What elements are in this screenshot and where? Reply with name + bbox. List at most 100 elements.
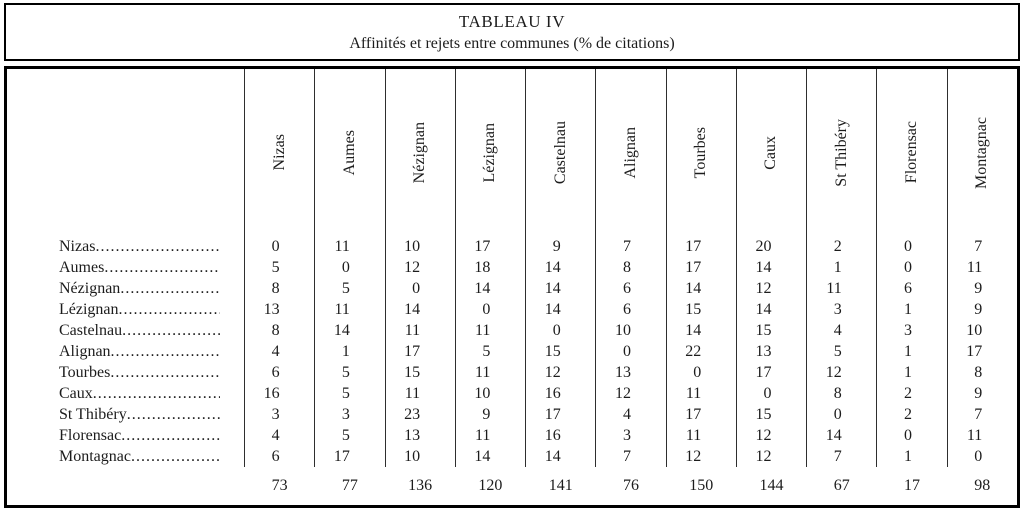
cell-value: 8 <box>622 259 631 276</box>
cell-value: 13 <box>755 343 772 360</box>
value-cell: 0 <box>384 278 455 299</box>
cell-value: 3 <box>904 322 913 339</box>
value-cell: 17 <box>665 257 736 278</box>
cell-value: 20 <box>755 238 772 255</box>
value-cell: 11 <box>454 425 525 446</box>
cell-value: 9 <box>974 385 983 402</box>
value-cell: 1 <box>876 299 946 320</box>
table-body: Nizas...................................… <box>7 236 1017 467</box>
column-total: 73 <box>271 477 288 494</box>
column-header-cell: Nizas <box>244 69 314 236</box>
value-cell: 12 <box>525 362 595 383</box>
value-cell: 5 <box>314 383 384 404</box>
row-label: Lézignan <box>59 301 119 318</box>
value-cell: 0 <box>876 425 946 446</box>
value-cell: 6 <box>595 278 665 299</box>
column-header-label: Castelnau <box>551 120 569 185</box>
cell-value: 17 <box>474 238 491 255</box>
value-cell: 0 <box>454 299 525 320</box>
cell-value: 11 <box>475 322 491 339</box>
cell-value: 16 <box>544 427 561 444</box>
value-cell: 14 <box>665 320 736 341</box>
cell-value: 11 <box>685 385 702 402</box>
cell-value: 17 <box>685 259 702 276</box>
cell-value: 14 <box>685 280 702 297</box>
totals-label-spacer <box>7 475 244 497</box>
cell-value: 18 <box>474 259 491 276</box>
cell-value: 12 <box>685 448 702 465</box>
cell-value: 4 <box>271 427 280 444</box>
value-cell: 2 <box>806 236 876 257</box>
value-cell: 0 <box>735 383 806 404</box>
cell-value: 15 <box>755 406 772 423</box>
cell-value: 7 <box>622 238 631 255</box>
cell-value: 14 <box>544 301 561 318</box>
cell-value: 14 <box>404 301 421 318</box>
value-cell: 14 <box>454 278 525 299</box>
cell-value: 0 <box>904 259 913 276</box>
cell-value: 4 <box>622 406 631 423</box>
value-cell: 4 <box>806 320 876 341</box>
cell-value: 12 <box>755 448 772 465</box>
dot-leader: ........................................… <box>104 259 220 276</box>
value-cell: 7 <box>806 446 876 467</box>
value-cell: 0 <box>665 362 736 383</box>
table-row: Nézignan................................… <box>7 278 1017 299</box>
column-header-label: Caux <box>762 135 780 170</box>
column-header-label: Tourbes <box>692 126 710 179</box>
cell-value: 12 <box>544 364 561 381</box>
cell-value: 14 <box>544 448 561 465</box>
value-cell: 13 <box>384 425 455 446</box>
cell-value: 1 <box>904 448 913 465</box>
cell-value: 17 <box>755 364 772 381</box>
column-header-cell: Montagnac <box>946 69 1017 236</box>
cell-value: 0 <box>833 406 842 423</box>
cell-value: 12 <box>825 364 842 381</box>
value-cell: 15 <box>525 341 595 362</box>
value-cell: 16 <box>244 383 314 404</box>
row-label-cell: Nizas...................................… <box>7 236 244 257</box>
value-cell: 15 <box>735 320 806 341</box>
value-cell: 1 <box>314 341 384 362</box>
table-title: TABLEAU IV <box>458 11 566 31</box>
cell-value: 10 <box>614 322 631 339</box>
table-row: St Thibéry..............................… <box>7 404 1017 425</box>
column-header-label: Nézignan <box>411 121 429 184</box>
value-cell: 5 <box>806 341 876 362</box>
value-cell: 10 <box>946 320 1017 341</box>
table-row: Nizas...................................… <box>7 236 1017 257</box>
table-row: Alignan.................................… <box>7 341 1017 362</box>
dot-leader: ........................................… <box>110 364 220 381</box>
value-cell: 0 <box>946 446 1017 467</box>
cell-value: 5 <box>833 343 842 360</box>
cell-value: 1 <box>904 301 913 318</box>
cell-value: 13 <box>263 301 280 318</box>
value-cell: 12 <box>735 425 806 446</box>
cell-value: 1 <box>341 343 350 360</box>
value-cell: 3 <box>806 299 876 320</box>
column-total: 77 <box>341 477 358 494</box>
cell-value: 11 <box>404 385 421 402</box>
cell-value: 8 <box>833 385 842 402</box>
value-cell: 15 <box>735 404 806 425</box>
dot-leader: ........................................… <box>130 448 220 465</box>
column-total: 76 <box>622 477 639 494</box>
cell-value: 15 <box>544 343 561 360</box>
value-cell: 9 <box>946 299 1017 320</box>
cell-value: 9 <box>552 238 561 255</box>
value-cell: 13 <box>735 341 806 362</box>
column-total: 67 <box>833 477 850 494</box>
value-cell: 0 <box>244 236 314 257</box>
title-box: TABLEAU IV Affinités et rejets entre com… <box>4 3 1020 61</box>
column-header-cell: Lézignan <box>454 69 525 236</box>
cell-value: 8 <box>974 364 983 381</box>
value-cell: 17 <box>665 236 736 257</box>
row-label: Montagnac <box>59 448 131 465</box>
value-cell: 12 <box>384 257 455 278</box>
value-cell: 0 <box>876 257 946 278</box>
cell-value: 9 <box>482 406 491 423</box>
column-header-cell: Castelnau <box>525 69 595 236</box>
cell-value: 5 <box>482 343 491 360</box>
value-cell: 12 <box>595 383 665 404</box>
